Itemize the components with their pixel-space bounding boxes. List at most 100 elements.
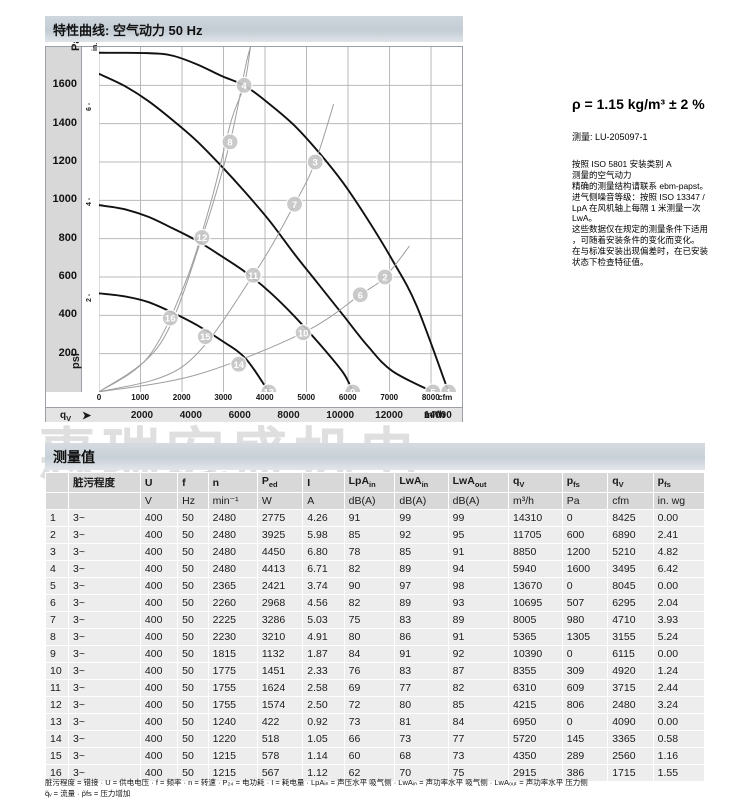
cfm-axis-tick: 4000 [255, 393, 274, 402]
svg-text:16: 16 [165, 314, 176, 325]
table-cell-Ped: 2968 [257, 595, 303, 611]
m3h-axis-tick: 12000 [375, 410, 403, 421]
cfm-axis-tick: 8000 [421, 393, 440, 402]
table-col-symbol-qv2: qV [608, 473, 653, 492]
table-cell-pfs1: 0 [562, 578, 608, 594]
curve-section-header: 特性曲线: 空气动力 50 Hz [45, 16, 463, 42]
svg-text:9: 9 [350, 388, 355, 392]
inwg-axis-column: in. wg 6 -4 -2 - [83, 31, 99, 392]
table-cell-qv2: 3155 [608, 629, 653, 645]
table-col-symbol-n: n [208, 473, 257, 492]
table-cell-Ped: 518 [257, 731, 303, 747]
table-cell-LwAin: 77 [395, 680, 448, 696]
table-cell-LwAin: 86 [395, 629, 448, 645]
table-cell-pfs1: 507 [562, 595, 608, 611]
table-col-unit-LwAin: dB(A) [395, 493, 448, 509]
table-cell-cond: 3~ [69, 578, 140, 594]
table-cell-n: 2365 [208, 578, 257, 594]
table-cell-I: 5.03 [303, 612, 344, 628]
cfm-axis-tick: 0 [96, 393, 102, 402]
table-row: 16 3~ 400 50 1215 567 1.12 62 70 75 2915 386 1715 1.5… [46, 765, 704, 781]
inwg-axis-tick: 2 - [86, 293, 93, 302]
table-cell-pfs1: 145 [562, 731, 608, 747]
table-cell-Ped: 3286 [257, 612, 303, 628]
table-cell-LpAin: 75 [344, 612, 395, 628]
chart-curve [99, 51, 450, 392]
table-cell-pfs2: 0.58 [653, 731, 704, 747]
svg-text:10: 10 [298, 328, 309, 339]
table-cell-pfs2: 1.24 [653, 663, 704, 679]
table-cell-Ped: 1624 [257, 680, 303, 696]
table-cell-LwAout: 77 [448, 731, 508, 747]
svg-text:4: 4 [241, 81, 247, 92]
table-body: 1 3~ 400 50 2480 2775 4.26 91 99 99 14310 0 8425 0.00… [46, 510, 704, 781]
svg-text:15: 15 [200, 332, 211, 343]
table-cell-n: 2230 [208, 629, 257, 645]
note-line: 状态下检查特征值。 [572, 256, 649, 267]
table-cell-n: 1220 [208, 731, 257, 747]
table-cell-Ped: 3210 [257, 629, 303, 645]
note-line: 按照 ISO 5801 安装类别 A [572, 159, 672, 169]
table-col-unit-LwAout: dB(A) [448, 493, 508, 509]
table-cell-qv1: 4215 [508, 697, 562, 713]
chart-curve [99, 204, 354, 392]
table-cell-LwAin: 85 [395, 544, 448, 560]
air-density-value: ρ = 1.15 kg/m³ ± 2 % [572, 96, 705, 112]
table-cell-LwAout: 98 [448, 578, 508, 594]
table-cell-pfs2: 6.42 [653, 561, 704, 577]
note-line: LpA 在风机轴上每隔 1 米测量一次 [572, 202, 701, 213]
table-cell-LpAin: 72 [344, 697, 395, 713]
table-cell-LwAin: 92 [395, 527, 448, 543]
table-cell-f: 50 [178, 595, 208, 611]
table-cell-qv1: 8005 [508, 612, 562, 628]
inwg-axis-tick: 4 - [86, 197, 93, 207]
table-cell-U: 400 [140, 646, 178, 662]
table-row: 14 3~ 400 50 1220 518 1.05 66 73 77 5720 145 3365 0.5… [46, 731, 704, 747]
chart-marker-5: 5 [424, 383, 442, 392]
qv-symbol-label: qV [60, 410, 72, 423]
table-row: 6 3~ 400 50 2260 2968 4.56 82 89 93 10695 507 6295 2.… [46, 595, 704, 611]
svg-text:8: 8 [227, 137, 232, 148]
measurement-id-label: 测量: LU-205097-1 [572, 132, 648, 142]
table-cell-cond: 3~ [69, 510, 140, 526]
table-cell-n: 2260 [208, 595, 257, 611]
table-cell-f: 50 [178, 561, 208, 577]
table-row: 1 3~ 400 50 2480 2775 4.26 91 99 99 14310 0 8425 0.00 [46, 510, 704, 526]
table-cell-pfs2: 5.24 [653, 629, 704, 645]
table-cell-LpAin: 73 [344, 714, 395, 730]
table-cell-LpAin: 84 [344, 646, 395, 662]
chart-marker-15: 15 [196, 328, 214, 346]
table-cell-pfs2: 0.00 [653, 510, 704, 526]
table-cell-n: 2225 [208, 612, 257, 628]
table-col-symbol-qv1: qV [508, 473, 562, 492]
table-cell-cond: 3~ [69, 714, 140, 730]
table-cell-qv1: 8355 [508, 663, 562, 679]
table-col-symbol-pfs2: pfs [653, 473, 704, 492]
table-cell-f: 50 [178, 578, 208, 594]
table-cell-I: 4.56 [303, 595, 344, 611]
svg-text:14: 14 [233, 360, 244, 371]
table-cell-pfs1: 0 [562, 646, 608, 662]
footnote-line: 脏污程度 = 错接 · U = 供电电压 · f = 频率 · n = 转速 ·… [45, 778, 588, 787]
table-cell-U: 400 [140, 697, 178, 713]
table-cell-pfs1: 806 [562, 697, 608, 713]
note-line: 精确的测量结构请联系 ebm-papst。 [572, 180, 709, 191]
chart-curve [99, 292, 270, 392]
table-cell-n: 2480 [208, 527, 257, 543]
chart-marker-11: 11 [244, 266, 262, 284]
m3h-unit-label: m³/h [424, 410, 446, 421]
table-cell-f: 50 [178, 663, 208, 679]
table-row: 11 3~ 400 50 1755 1624 2.58 69 77 82 6310 609 3715 2.… [46, 680, 704, 696]
table-cell-qv1: 5365 [508, 629, 562, 645]
svg-text:3: 3 [313, 158, 318, 169]
note-line: 这些数据仅在规定的测量条件下适用 [572, 224, 709, 235]
table-cell-LwAout: 75 [448, 765, 508, 781]
table-cell-pfs1: 386 [562, 765, 608, 781]
table-row: 7 3~ 400 50 2225 3286 5.03 75 83 89 8005 980 4710 3.9… [46, 612, 704, 628]
chart-info-panel: ρ = 1.15 kg/m³ ± 2 % 测量: LU-205097-1 按照 … [572, 96, 747, 268]
svg-text:2: 2 [382, 273, 387, 284]
table-cell-cond: 3~ [69, 680, 140, 696]
table-row: 4 3~ 400 50 2480 4413 6.71 82 89 94 5940 1600 3495 6.… [46, 561, 704, 577]
table-cell-Ped: 2775 [257, 510, 303, 526]
